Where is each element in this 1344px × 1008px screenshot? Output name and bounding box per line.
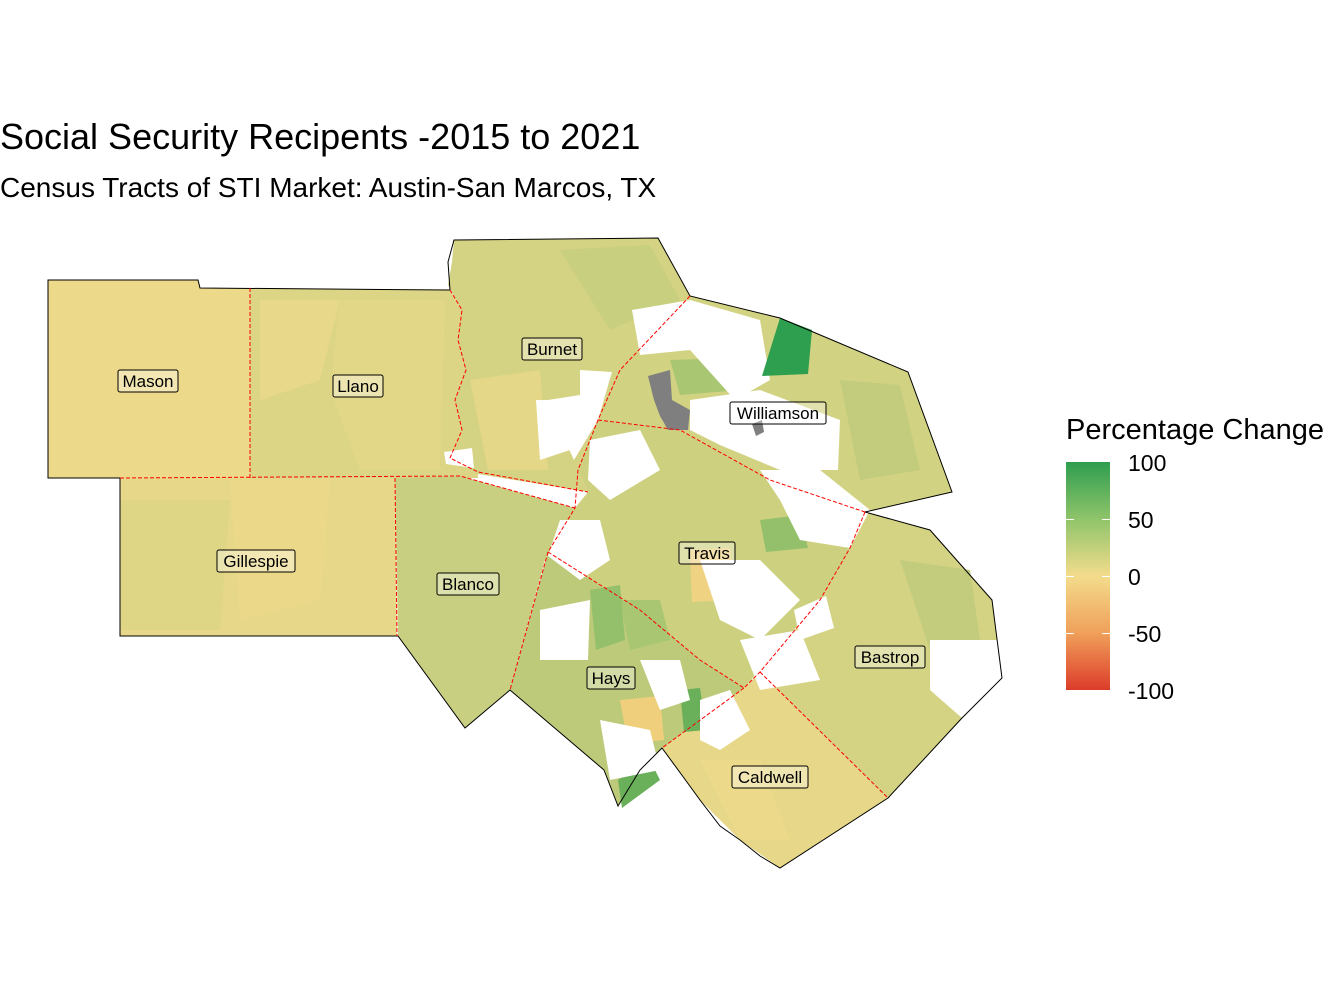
legend-tick-100: 100 [1128,450,1167,476]
label-caldwell: Caldwell [731,765,809,789]
label-burnet: Burnet [521,337,583,361]
svg-text:Gillespie: Gillespie [223,552,288,571]
svg-text:Bastrop: Bastrop [861,648,920,667]
legend-tick-50: 50 [1128,507,1154,533]
legend-tick-mark [1066,576,1074,577]
map-subtitle: Census Tracts of STI Market: Austin-San … [0,172,657,203]
blanco-county [395,476,575,728]
svg-text:Llano: Llano [337,377,379,396]
legend-tick-mark [1102,519,1110,520]
missing-data-tracts [444,300,1002,780]
svg-text:Travis: Travis [684,544,730,563]
high-change-tract [762,318,812,376]
legend-tick-0: 0 [1128,564,1141,590]
legend-tick-mark [1102,633,1110,634]
county-borders [119,288,889,799]
legend-tick-neg50: -50 [1128,621,1162,647]
legend-tick-neg100: -100 [1128,678,1175,704]
label-bastrop: Bastrop [854,645,926,669]
legend-tick-mark [1066,633,1074,634]
svg-text:Mason: Mason [122,372,173,391]
map-title: Social Security Recipents -2015 to 2021 [0,116,641,157]
legend-tick-mark [1102,576,1110,577]
svg-text:Caldwell: Caldwell [738,768,802,787]
label-hays: Hays [586,666,636,690]
svg-text:Hays: Hays [592,669,631,688]
label-travis: Travis [678,541,736,565]
label-gillespie: Gillespie [216,549,296,573]
svg-text:Burnet: Burnet [527,340,577,359]
label-williamson: Williamson [729,401,827,425]
svg-text:Williamson: Williamson [737,404,819,423]
label-mason: Mason [117,369,179,393]
no-data-tract [648,370,690,430]
svg-text:Blanco: Blanco [442,575,494,594]
label-blanco: Blanco [436,572,500,596]
legend-title: Percentage Change [1066,414,1324,446]
market-boundary [47,237,1003,869]
label-llano: Llano [332,374,384,398]
legend-tick-mark [1066,519,1074,520]
